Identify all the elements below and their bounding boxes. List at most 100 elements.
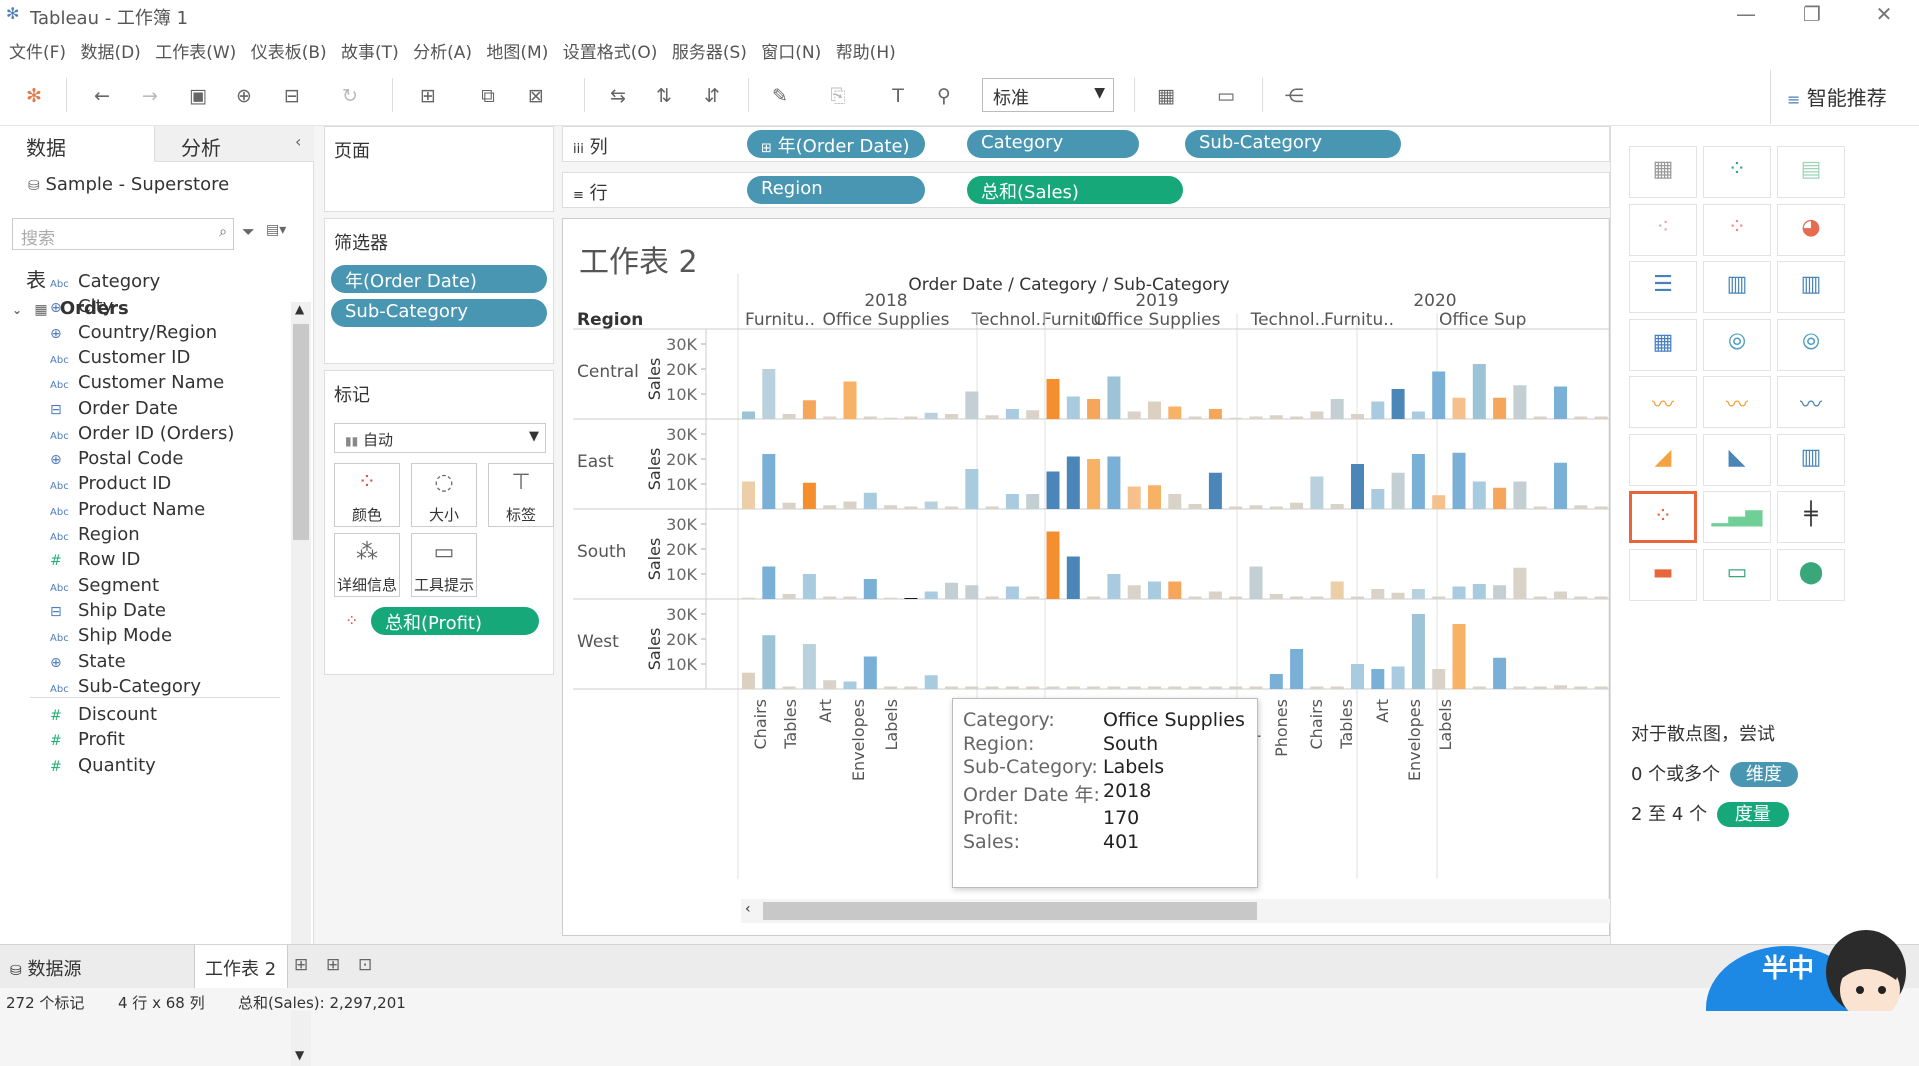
show-me-stacked-bars[interactable]: ▥ bbox=[1703, 261, 1771, 313]
pin-icon[interactable]: ⚲ bbox=[937, 85, 951, 107]
share-icon[interactable]: ⋲ bbox=[1284, 85, 1304, 107]
field-discount[interactable]: # Discount bbox=[50, 704, 157, 725]
row-pill-region[interactable]: Region bbox=[747, 176, 925, 204]
new-datasource-icon[interactable]: ⊕ bbox=[236, 85, 252, 107]
rows-shelf[interactable]: ≡ 行 Region 总和(Sales) bbox=[562, 172, 1610, 208]
color-pill-profit[interactable]: 总和(Profit) bbox=[371, 607, 539, 635]
fit-select[interactable]: 标准 ▼ bbox=[982, 78, 1114, 112]
view-options-icon[interactable]: ▤▾ bbox=[266, 222, 287, 238]
show-me-bullet-graph[interactable]: ▭ bbox=[1703, 548, 1771, 601]
show-me-side-by-side-circles[interactable]: ⦾ bbox=[1777, 318, 1845, 371]
pages-shelf[interactable]: 页面 bbox=[324, 126, 554, 212]
collapse-pane-icon[interactable]: ‹ bbox=[295, 132, 302, 151]
column-pill-sub-category[interactable]: Sub-Category bbox=[1185, 130, 1401, 158]
menu-help[interactable]: 帮助(H) bbox=[835, 43, 896, 63]
field-ship-date[interactable]: ⊟ Ship Date bbox=[50, 600, 166, 621]
show-me-scatter-plot[interactable]: ⁘ bbox=[1629, 491, 1697, 543]
show-me-area-discrete[interactable]: ◣ bbox=[1703, 433, 1771, 486]
filters-shelf[interactable]: 筛选器 年(Order Date) Sub-Category bbox=[324, 218, 554, 364]
show-me-symbol-map[interactable]: ⁖ bbox=[1629, 203, 1697, 256]
scroll-down-icon[interactable]: ▼ bbox=[295, 1048, 305, 1062]
save-icon[interactable]: ▣ bbox=[189, 85, 207, 107]
marks-size-button[interactable]: ◌ 大小 bbox=[411, 463, 477, 527]
field-country-region[interactable]: ⊕ Country/Region bbox=[50, 322, 217, 343]
duplicate-sheet-icon[interactable]: ⧉ bbox=[481, 85, 495, 107]
marks-tooltip-button[interactable]: ▭ 工具提示 bbox=[411, 533, 477, 597]
field-profit[interactable]: # Profit bbox=[50, 729, 125, 750]
show-me-side-by-side-bars[interactable]: ▥ bbox=[1777, 261, 1845, 313]
show-me-treemap[interactable]: ▦ bbox=[1629, 318, 1697, 371]
new-worksheet-icon[interactable]: ⊞ bbox=[420, 85, 436, 107]
menu-story[interactable]: 故事(T) bbox=[341, 43, 399, 63]
filter-pill-sub-category[interactable]: Sub-Category bbox=[331, 299, 547, 327]
menu-server[interactable]: 服务器(S) bbox=[671, 43, 747, 63]
columns-shelf[interactable]: iii 列 ⊞ 年(Order Date) Category Sub-Categ… bbox=[562, 126, 1610, 162]
show-me-lines-continuous[interactable]: 〰 bbox=[1629, 376, 1697, 428]
row-pill-sum-sales[interactable]: 总和(Sales) bbox=[967, 176, 1183, 204]
menu-analysis[interactable]: 分析(A) bbox=[413, 43, 473, 63]
show-me-lines-discrete[interactable]: 〰 bbox=[1703, 376, 1771, 428]
menu-map[interactable]: 地图(M) bbox=[486, 43, 549, 63]
filter-pill-order-date[interactable]: 年(Order Date) bbox=[331, 265, 547, 293]
field-customer-id[interactable]: Abc Customer ID bbox=[50, 347, 190, 368]
menu-window[interactable]: 窗口(N) bbox=[761, 43, 822, 63]
close-icon[interactable]: ✕ bbox=[1875, 2, 1893, 26]
scrollbar-thumb[interactable] bbox=[293, 324, 309, 540]
show-me-histogram[interactable]: ▁▃▅ bbox=[1703, 491, 1771, 543]
search-input[interactable]: 搜索 ⌕ bbox=[12, 218, 234, 250]
tab-data[interactable]: 数据 bbox=[0, 126, 154, 162]
table-orders[interactable]: ⌄ ▦ Orders bbox=[12, 298, 129, 319]
field-order-id-orders-[interactable]: Abc Order ID (Orders) bbox=[50, 423, 234, 444]
field-product-id[interactable]: Abc Product ID bbox=[50, 473, 171, 494]
clear-sheet-icon[interactable]: ⊠ bbox=[528, 85, 544, 107]
redo-icon[interactable]: → bbox=[142, 85, 158, 107]
field-order-date[interactable]: ⊟ Order Date bbox=[50, 398, 178, 419]
undo-icon[interactable]: ← bbox=[94, 85, 110, 107]
marks-label-button[interactable]: ⊤ 标签 bbox=[488, 463, 554, 527]
show-me-area-continuous[interactable]: ◢ bbox=[1629, 433, 1697, 486]
column-pill-category[interactable]: Category bbox=[967, 130, 1139, 158]
tab-worksheet-2[interactable]: 工作表 2 bbox=[194, 945, 288, 989]
show-me-horizontal-bars[interactable]: ☰ bbox=[1629, 261, 1697, 313]
show-me-gantt-chart[interactable]: ▬ bbox=[1629, 548, 1697, 601]
field-customer-name[interactable]: Abc Customer Name bbox=[50, 372, 224, 393]
field-category[interactable]: Abc Category bbox=[50, 271, 160, 292]
datasource-tab[interactable]: ⛁ 数据源 bbox=[10, 955, 81, 981]
menu-format[interactable]: 设置格式(O) bbox=[562, 43, 658, 63]
mark-type-select[interactable]: ▮▮ 自动 ▼ bbox=[334, 423, 546, 453]
show-me-dual-combination[interactable]: ▥ bbox=[1777, 433, 1845, 486]
sort-descending-icon[interactable]: ⇵ bbox=[704, 85, 720, 107]
hscroll-thumb[interactable] bbox=[763, 902, 1257, 920]
tab-analysis[interactable]: 分析 ‹ bbox=[154, 126, 314, 162]
show-me-highlight-table[interactable]: ▤ bbox=[1777, 146, 1845, 198]
filter-icon[interactable]: ⏷ bbox=[242, 222, 255, 241]
field-ship-mode[interactable]: Abc Ship Mode bbox=[50, 625, 172, 646]
show-me-filled-map[interactable]: ⁘ bbox=[1703, 203, 1771, 256]
menu-dashboard[interactable]: 仪表板(B) bbox=[250, 43, 327, 63]
show-me-packed-bubbles[interactable]: ⬤ bbox=[1777, 548, 1845, 601]
show-me-text-table[interactable]: ▦ bbox=[1629, 146, 1697, 198]
field-quantity[interactable]: # Quantity bbox=[50, 755, 156, 776]
pause-updates-icon[interactable]: ⊟ bbox=[284, 85, 300, 107]
datasource-item[interactable]: ⛁ Sample - Superstore bbox=[28, 174, 229, 195]
swap-rows-columns-icon[interactable]: ⇆ bbox=[610, 85, 626, 107]
column-pill-order-date[interactable]: ⊞ 年(Order Date) bbox=[747, 130, 925, 158]
sort-ascending-icon[interactable]: ⇅ bbox=[656, 85, 672, 107]
group-icon[interactable]: ⎘ bbox=[830, 85, 846, 107]
show-me-heat-map[interactable]: ⁘ bbox=[1703, 146, 1771, 198]
field-postal-code[interactable]: ⊕ Postal Code bbox=[50, 448, 184, 469]
marks-color-button[interactable]: ⁘ 颜色 bbox=[334, 463, 400, 527]
field-product-name[interactable]: Abc Product Name bbox=[50, 499, 205, 520]
field-row-id[interactable]: # Row ID bbox=[50, 549, 140, 570]
menu-data[interactable]: 数据(D) bbox=[80, 43, 141, 63]
show-me-box-whisker[interactable]: ╪ bbox=[1777, 491, 1845, 543]
field-state[interactable]: ⊕ State bbox=[50, 651, 126, 672]
field-city[interactable]: ⊕ City bbox=[50, 296, 113, 317]
show-cards-icon[interactable]: ▦ bbox=[1157, 85, 1175, 107]
refresh-icon[interactable]: ↻ bbox=[342, 85, 358, 107]
show-labels-icon[interactable]: T bbox=[892, 85, 904, 107]
minimize-icon[interactable]: — bbox=[1736, 2, 1756, 26]
menu-worksheet[interactable]: 工作表(W) bbox=[155, 43, 237, 63]
horizontal-scrollbar[interactable]: ‹ bbox=[741, 899, 1611, 923]
presentation-icon[interactable]: ▭ bbox=[1217, 85, 1235, 107]
